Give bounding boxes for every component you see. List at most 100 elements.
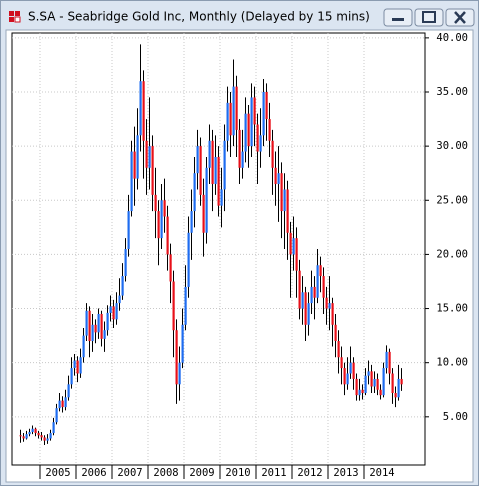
candle-body <box>310 286 313 304</box>
candle-body <box>163 200 166 217</box>
candle-body <box>148 146 151 168</box>
candle-body <box>328 303 331 309</box>
candle-body <box>244 113 247 152</box>
candle-body <box>325 297 328 309</box>
candle-body <box>367 371 370 376</box>
candle-body <box>226 102 229 141</box>
candle-body <box>28 431 31 435</box>
candle-body <box>52 422 55 434</box>
candle-body <box>388 351 391 374</box>
candle-body <box>250 97 253 147</box>
candle-body <box>121 276 124 296</box>
candle-body <box>199 146 202 195</box>
candle-body <box>253 97 256 125</box>
x-tick-label: 2013 <box>333 467 358 479</box>
candle-body <box>46 438 49 441</box>
candle-body <box>157 211 160 239</box>
minimize-button[interactable] <box>383 8 413 27</box>
candle-body <box>142 81 145 141</box>
candle-body <box>19 435 22 437</box>
candle-body <box>151 146 154 195</box>
candle-body <box>139 81 142 136</box>
y-tick-label: 35.00 <box>436 86 468 98</box>
app-icon <box>9 11 21 23</box>
x-tick-label: 2011 <box>261 467 286 479</box>
candle-body <box>271 140 274 168</box>
candle-body <box>340 357 343 369</box>
candle-body <box>184 286 187 325</box>
candle-body <box>64 397 67 408</box>
candle-body <box>205 167 208 233</box>
candle-body <box>292 238 295 255</box>
candle-body <box>337 341 340 358</box>
candle-body <box>304 292 307 325</box>
candle-body <box>349 362 352 374</box>
y-tick-label: 20.00 <box>436 248 468 260</box>
candle-body <box>85 310 88 336</box>
candle-body <box>232 86 235 136</box>
x-tick-label: 2008 <box>153 467 178 479</box>
candle-body <box>223 140 226 190</box>
candle-body <box>172 281 175 331</box>
candle-body <box>70 368 73 385</box>
candle-body <box>187 232 190 287</box>
candle-body <box>247 113 250 147</box>
x-tick-label: 2009 <box>189 467 214 479</box>
plot: 5.00 10.00 15.00 20.00 25.00 30.00 35.00 40.00 2… <box>12 32 468 479</box>
candle-body <box>67 384 70 398</box>
candle-body <box>22 436 25 439</box>
candle-body <box>379 389 382 396</box>
candle-body <box>364 375 367 393</box>
candle-body <box>73 360 76 369</box>
window-title: S.SA - Seabridge Gold Inc, Monthly (Dela… <box>28 10 370 24</box>
candle-body <box>289 232 292 255</box>
candle-body <box>301 292 304 309</box>
candle-body <box>238 129 241 168</box>
candle-body <box>265 92 268 120</box>
candle-body <box>262 92 265 136</box>
candle-body <box>154 194 157 212</box>
candle-body <box>235 86 238 130</box>
candle-body <box>118 295 121 304</box>
candle-body <box>61 400 64 408</box>
candle-body <box>130 151 133 212</box>
candle-body <box>127 211 130 249</box>
candle-body <box>43 437 46 441</box>
candle-body <box>352 362 355 379</box>
candle-body <box>283 189 286 212</box>
candle-body <box>34 428 37 434</box>
candle-body <box>373 378 376 387</box>
candle-body <box>25 434 28 439</box>
y-tick-label: 15.00 <box>436 303 468 315</box>
candle-body <box>178 362 181 385</box>
candle-body <box>145 140 148 168</box>
candle-body <box>241 151 244 168</box>
candle-body <box>193 173 196 212</box>
restore-button[interactable] <box>414 8 444 27</box>
close-button[interactable] <box>445 8 475 27</box>
candle-body <box>31 428 34 432</box>
candle-body <box>40 435 43 438</box>
candle-body <box>313 286 316 298</box>
candle-body <box>343 368 346 385</box>
x-tick-label: 2014 <box>369 467 394 479</box>
candle-body <box>109 306 112 313</box>
candle-body <box>391 373 394 393</box>
x-tick-label: 2005 <box>45 467 70 479</box>
candle-body <box>397 378 400 398</box>
y-tick-label: 25.00 <box>436 194 468 206</box>
candle-body <box>346 373 349 385</box>
candle-body <box>181 324 184 363</box>
candle-body <box>280 173 283 212</box>
candle-body <box>169 254 172 282</box>
candle-body <box>97 313 100 333</box>
candle-body <box>133 151 136 179</box>
candle-body <box>400 378 403 385</box>
candle-body <box>319 265 322 277</box>
candle-body <box>88 310 91 342</box>
candle-body <box>256 124 259 152</box>
candle-body <box>376 378 379 390</box>
candle-body <box>274 167 277 185</box>
candle-body <box>175 330 178 385</box>
